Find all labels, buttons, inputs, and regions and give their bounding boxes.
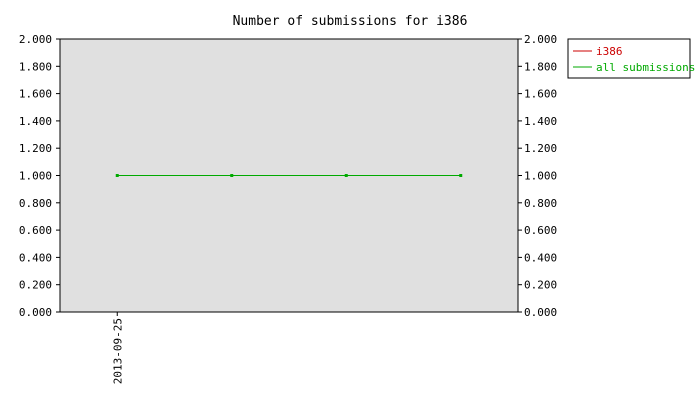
y-tick-label-right: 2.000 [524,33,557,46]
legend-box [567,38,691,79]
y-tick-label-left: 1.400 [19,115,52,128]
y-tick-label-right: 0.800 [524,197,557,210]
y-tick-label-right: 0.600 [524,224,557,237]
y-tick-label-left: 1.200 [19,142,52,155]
y-tick-label-left: 0.600 [19,224,52,237]
y-tick-label-right: 1.200 [524,142,557,155]
y-tick-label-left: 1.600 [19,88,52,101]
series-point [459,174,463,177]
y-tick-label-right: 1.600 [524,88,557,101]
y-tick-label-left: 2.000 [19,33,52,46]
series-point [230,174,234,177]
y-tick-label-right: 1.400 [524,115,557,128]
y-tick-label-right: 0.400 [524,251,557,264]
y-tick-label-left: 0.800 [19,197,52,210]
legend-label-all-submissions: all submissions [596,61,695,74]
y-tick-label-left: 1.800 [19,60,52,73]
y-tick-label-left: 0.200 [19,279,52,292]
x-tick-label: 2013-09-25 [111,318,124,384]
y-tick-label-right: 0.200 [524,279,557,292]
y-tick-label-right: 0.000 [524,306,557,319]
x-axis: 2013-09-25 [111,312,124,384]
y-tick-label-left: 0.400 [19,251,52,264]
legend-label-i386: i386 [596,45,623,58]
series-point [344,174,348,177]
y-tick-label-right: 1.000 [524,170,557,183]
series-point [115,174,119,177]
y-tick-label-left: 1.000 [19,170,52,183]
series-layer [115,174,463,177]
legend: i386 all submissions [567,38,695,79]
y-tick-label-right: 1.800 [524,60,557,73]
chart-title: Number of submissions for i386 [233,14,468,29]
right-y-axis: 0.000 0.200 0.400 0.600 0.800 1.000 1.200 1.400… [518,33,557,319]
left-y-axis: 0.000 0.200 0.400 0.600 0.800 1.000 1.200 1.400… [19,33,60,319]
y-tick-label-left: 0.000 [19,306,52,319]
